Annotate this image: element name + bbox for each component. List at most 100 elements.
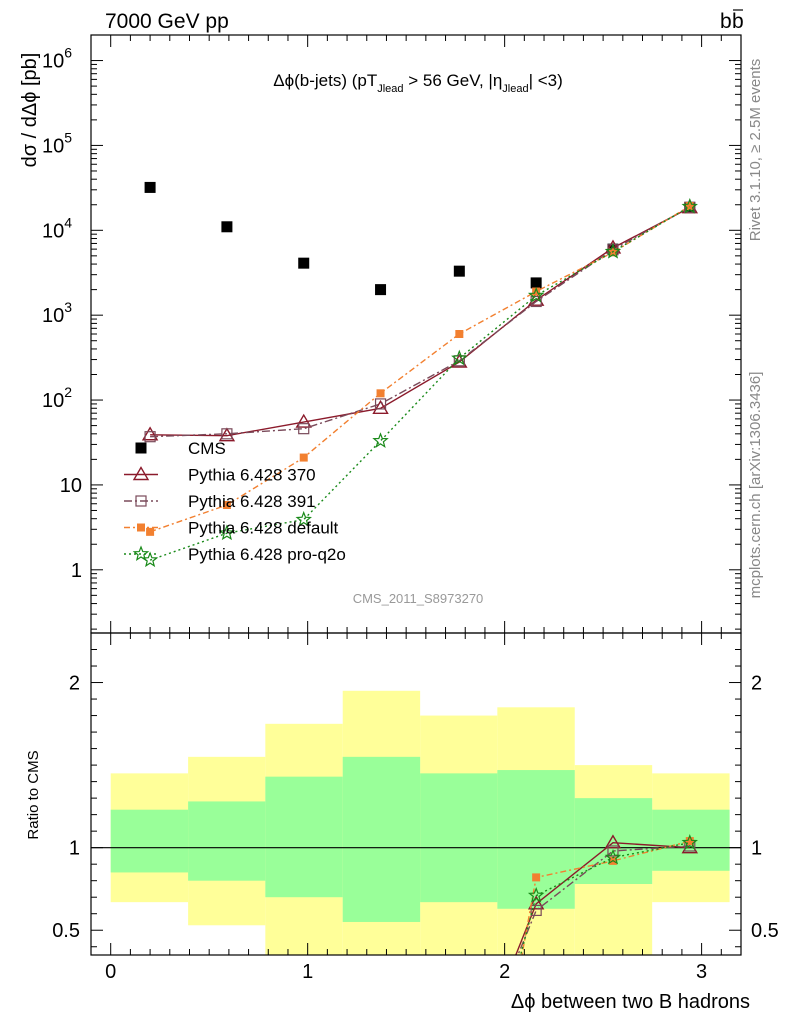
ratio-y-ticks: 0.5 0.5 1 1 2 2 — [52, 673, 779, 943]
title-part: | <3) — [529, 71, 563, 90]
main-y-tick-label: 102 — [42, 384, 72, 412]
series-pythia-6-428-370 — [141, 199, 699, 442]
ratio-point — [604, 834, 622, 849]
data-point — [218, 427, 236, 442]
ratio-frame-rect — [90, 632, 742, 956]
ratio-point — [530, 904, 542, 917]
ratio-point — [685, 837, 694, 846]
legend-label: Pythia 6.428 default — [188, 519, 339, 538]
legend-label: Pythia 6.428 391 — [188, 492, 316, 511]
data-point — [141, 426, 159, 441]
main-y-tick-base: 10 — [42, 51, 64, 73]
data-point — [374, 398, 387, 410]
main-y-tick-label: 105 — [42, 129, 72, 157]
data-point — [144, 431, 156, 443]
main-frame — [90, 34, 742, 634]
x-tick-label: 2 — [499, 961, 510, 983]
main-y-tick-base: 10 — [42, 135, 64, 157]
series-line — [150, 206, 691, 438]
series-cms — [144, 181, 696, 296]
band-green — [188, 801, 266, 881]
x-tick-label: 1 — [302, 961, 313, 983]
data-point — [295, 413, 312, 428]
data-point — [453, 355, 465, 367]
ratio-point — [527, 886, 545, 903]
main-series — [141, 181, 699, 568]
series-line — [149, 205, 691, 561]
ratio-point — [604, 848, 622, 865]
band-green — [497, 770, 575, 909]
ratio-y-tick-label: 1 — [69, 838, 80, 860]
band-green — [420, 773, 498, 903]
data-point — [221, 221, 233, 233]
legend-marker — [132, 466, 150, 481]
data-point — [372, 432, 389, 448]
ratio-y-tick-label-right: 2 — [751, 673, 762, 695]
main-y-tick-exp: 4 — [64, 214, 72, 230]
header-right-b: b — [720, 10, 732, 33]
title-subscript: Jlead — [377, 83, 403, 95]
ratio-line — [517, 845, 690, 955]
legend-entry: Pythia 6.428 pro-q2o — [124, 545, 346, 564]
ratio-y-tick-label: 2 — [69, 673, 80, 695]
data-point — [218, 524, 236, 541]
title-part: Δϕ(b-jets) (pT — [273, 71, 377, 90]
legend-marker — [135, 442, 147, 454]
main-y-tick-base: 10 — [42, 390, 64, 412]
title-part: > 56 GeV, |η — [404, 71, 503, 90]
legend-entry: CMS — [135, 439, 226, 458]
data-point — [451, 349, 468, 366]
ratio-line — [519, 842, 690, 955]
main-y-axis-label: dσ / dΔϕ [pb] — [19, 53, 41, 168]
title-subscript: Jlead — [502, 83, 528, 95]
main-y-tick-label: 10 — [60, 475, 82, 497]
legend-entry: Pythia 6.428 default — [124, 519, 339, 538]
legend-marker — [135, 495, 147, 507]
main-y-tick-exp: 3 — [64, 299, 72, 315]
main-y-tick-label: 106 — [42, 45, 72, 73]
legend-entry: Pythia 6.428 391 — [124, 492, 316, 511]
data-point — [530, 277, 542, 289]
header-left: 7000 GeV pp — [105, 10, 229, 33]
band-green — [574, 798, 653, 884]
ratio-y-tick-label-right: 1 — [751, 838, 762, 860]
data-point — [144, 181, 156, 193]
side-label-mcplots: mcplots.cern.ch [arXiv:1306.3436] — [747, 372, 764, 599]
data-point — [376, 389, 385, 398]
ratio-y-tick-label: 0.5 — [52, 920, 80, 942]
data-point — [681, 197, 698, 214]
data-point — [299, 453, 308, 462]
band-green — [265, 776, 343, 898]
data-point — [222, 500, 231, 509]
ratio-series — [515, 834, 699, 955]
data-point — [527, 286, 545, 303]
header-right-bbar: b — [732, 10, 744, 33]
ratio-frame — [90, 632, 742, 956]
legend-entry: Pythia 6.428 370 — [124, 466, 316, 485]
series-pythia-6-428-pro-q2o — [141, 197, 698, 568]
ratio-bands — [91, 690, 741, 955]
main-y-tick-base: 10 — [42, 305, 64, 327]
ratio-x-ticks: 0 1 2 3 — [105, 961, 707, 983]
ratio-panel: 0.5 0.5 1 1 2 2 0 1 2 3 Ratio to CMS Δϕ between … — [25, 632, 779, 1013]
x-tick-label: 3 — [696, 961, 707, 983]
main-title: Δϕ(b-jets) (pTJlead > 56 GeV, |ηJlead| <… — [273, 71, 563, 95]
ratio-point — [681, 834, 699, 850]
data-point — [604, 243, 622, 259]
data-point — [295, 510, 312, 527]
data-point — [532, 287, 541, 296]
data-point — [453, 265, 465, 277]
ratio-point — [607, 845, 619, 857]
legend-marker — [137, 523, 145, 532]
ratio-y-tick-label-right: 0.5 — [751, 920, 779, 942]
ratio-point — [532, 873, 541, 882]
main-y-tick-base: 10 — [60, 475, 82, 497]
data-point — [221, 428, 233, 440]
data-point — [685, 202, 694, 211]
x-axis-label: Δϕ between two B hadrons — [511, 991, 750, 1013]
data-point — [298, 257, 310, 269]
main-y-tick-exp: 5 — [64, 129, 72, 145]
